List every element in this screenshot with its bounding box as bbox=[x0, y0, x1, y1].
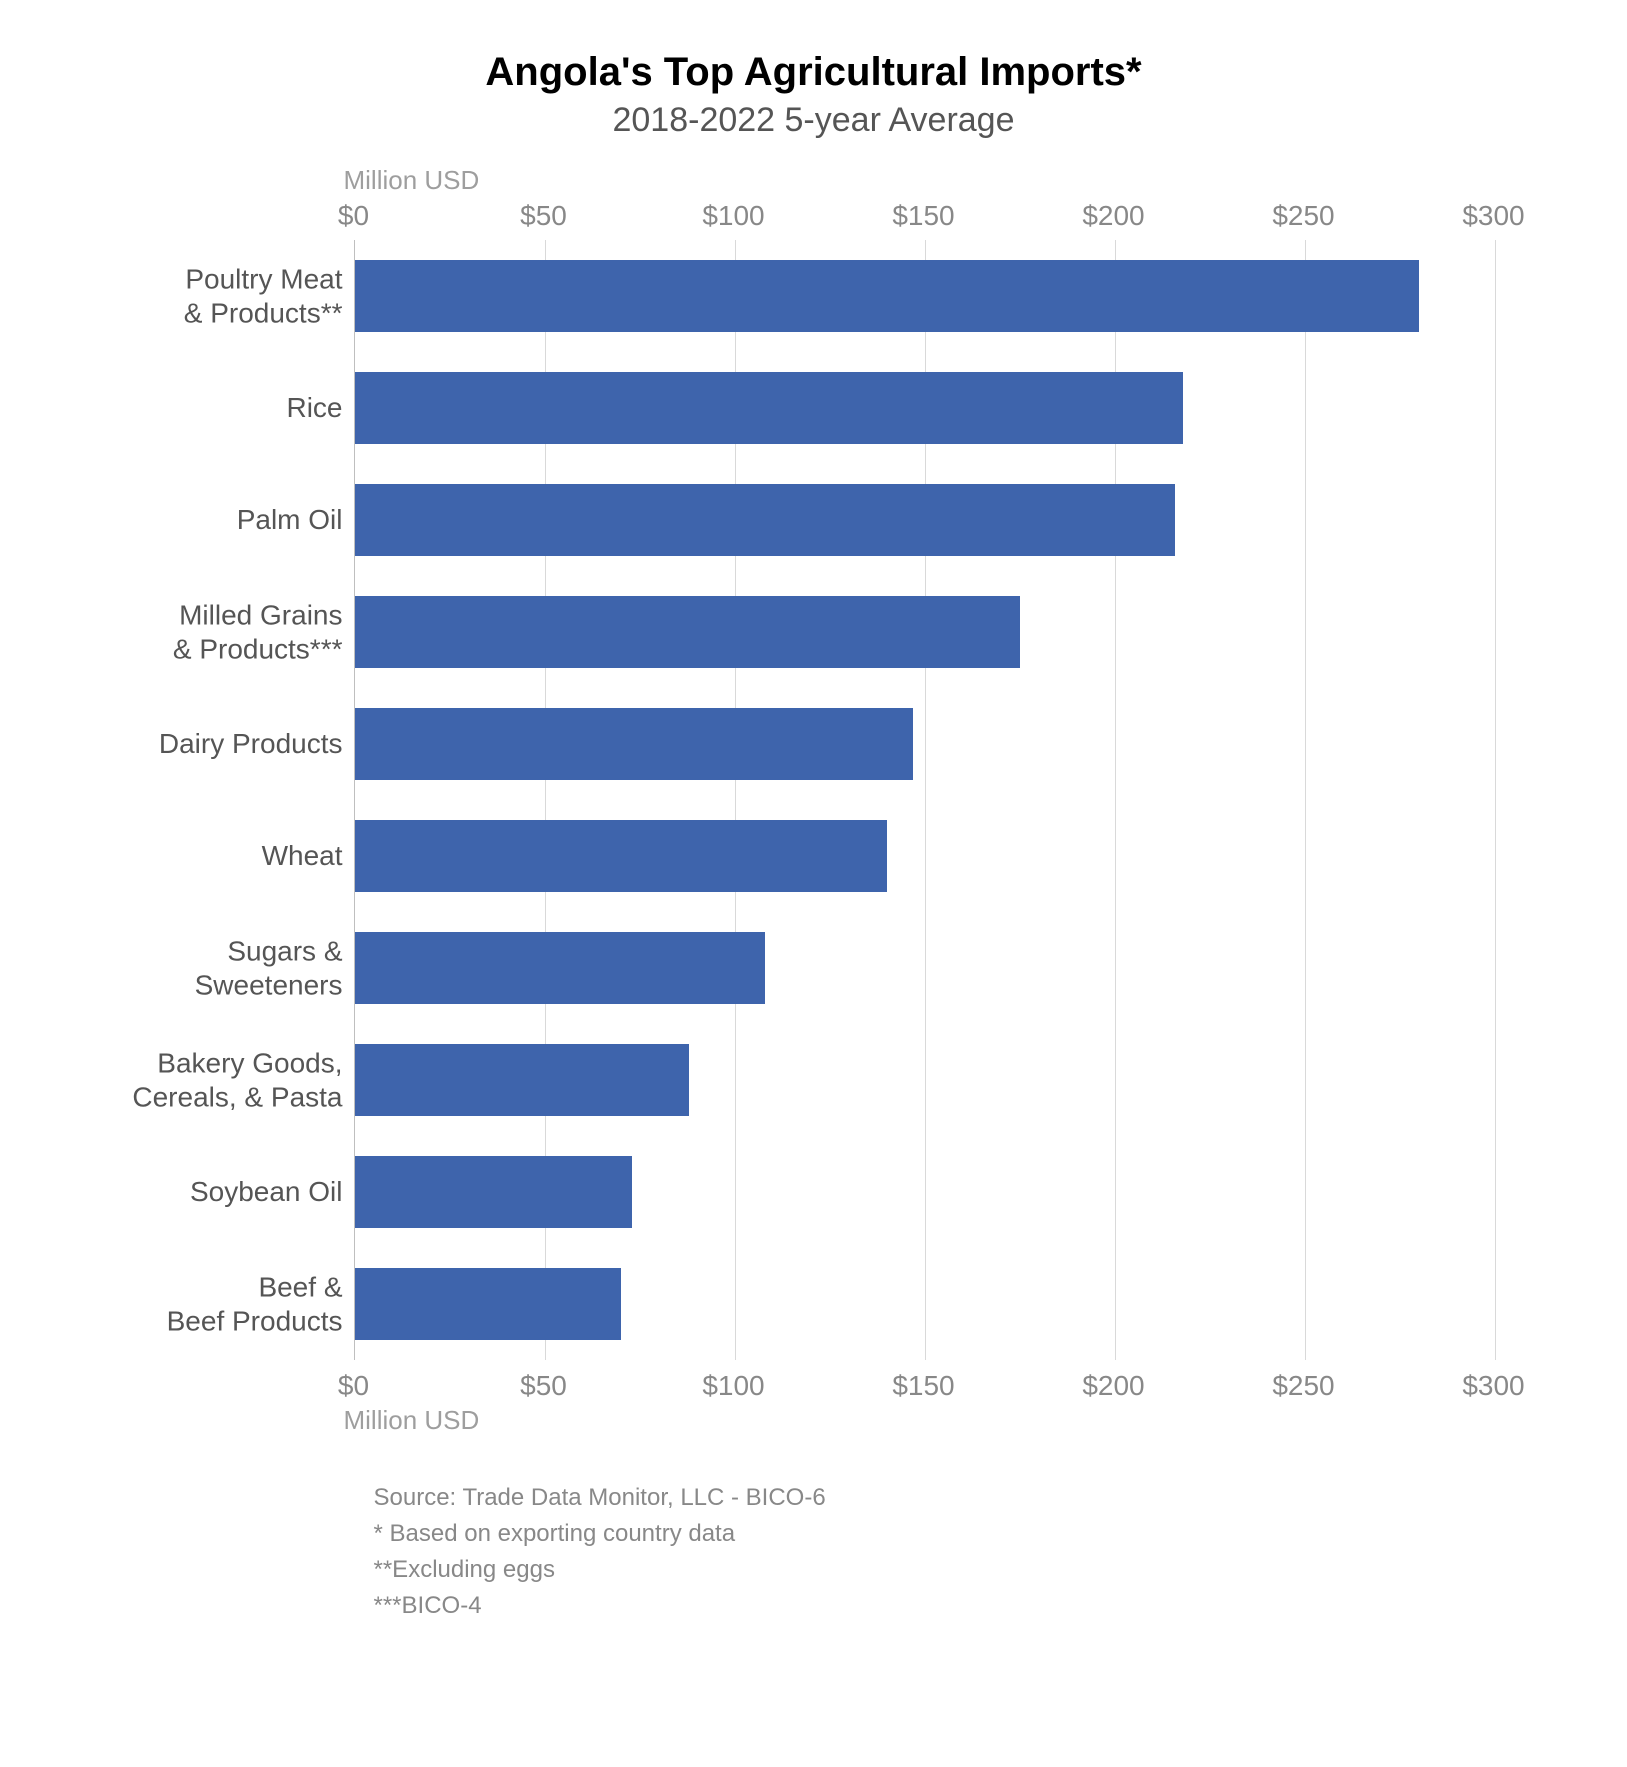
x-tick-top: $250 bbox=[1264, 200, 1344, 232]
x-tick-top: $100 bbox=[694, 200, 774, 232]
bar bbox=[355, 372, 1183, 444]
category-label: Beef & Beef Products bbox=[35, 1270, 355, 1337]
bar bbox=[355, 708, 914, 780]
category-label: Poultry Meat & Products** bbox=[35, 262, 355, 329]
bar-row: Wheat bbox=[355, 820, 1494, 892]
chart-subtitle: 2018-2022 5-year Average bbox=[0, 101, 1627, 140]
x-tick-top: $0 bbox=[314, 200, 394, 232]
bar bbox=[355, 1268, 621, 1340]
axis-unit-bottom: Million USD bbox=[344, 1405, 480, 1436]
x-tick-bottom: $300 bbox=[1454, 1370, 1534, 1402]
footnote-line: Source: Trade Data Monitor, LLC - BICO-6 bbox=[374, 1480, 826, 1516]
x-tick-bottom: $200 bbox=[1074, 1370, 1154, 1402]
bar-chart: Million USD Million USD Poultry Meat & P… bbox=[14, 180, 1614, 1470]
x-tick-bottom: $100 bbox=[694, 1370, 774, 1402]
category-label: Palm Oil bbox=[35, 503, 355, 537]
category-label: Soybean Oil bbox=[35, 1175, 355, 1209]
bar-row: Soybean Oil bbox=[355, 1156, 1494, 1228]
category-label: Dairy Products bbox=[35, 727, 355, 761]
bar bbox=[355, 260, 1419, 332]
x-tick-bottom: $250 bbox=[1264, 1370, 1344, 1402]
bar bbox=[355, 1156, 632, 1228]
x-tick-top: $300 bbox=[1454, 200, 1534, 232]
category-label: Bakery Goods, Cereals, & Pasta bbox=[35, 1046, 355, 1113]
footnote-line: * Based on exporting country data bbox=[374, 1516, 826, 1552]
category-label: Milled Grains & Products*** bbox=[35, 598, 355, 665]
category-label: Rice bbox=[35, 391, 355, 425]
bar bbox=[355, 484, 1176, 556]
bar-row: Rice bbox=[355, 372, 1494, 444]
x-tick-top: $200 bbox=[1074, 200, 1154, 232]
bar-row: Poultry Meat & Products** bbox=[355, 260, 1494, 332]
bar-row: Sugars & Sweeteners bbox=[355, 932, 1494, 1004]
axis-unit-top: Million USD bbox=[344, 165, 480, 196]
category-label: Sugars & Sweeteners bbox=[35, 934, 355, 1001]
chart-title: Angola's Top Agricultural Imports* bbox=[0, 50, 1627, 95]
x-tick-bottom: $50 bbox=[504, 1370, 584, 1402]
x-tick-top: $150 bbox=[884, 200, 964, 232]
bar bbox=[355, 820, 887, 892]
footnote-line: **Excluding eggs bbox=[374, 1552, 826, 1588]
category-label: Wheat bbox=[35, 839, 355, 873]
bar-row: Milled Grains & Products*** bbox=[355, 596, 1494, 668]
x-tick-bottom: $150 bbox=[884, 1370, 964, 1402]
bar-row: Dairy Products bbox=[355, 708, 1494, 780]
page: Angola's Top Agricultural Imports* 2018-… bbox=[0, 0, 1627, 1767]
footnote-line: ***BICO-4 bbox=[374, 1588, 826, 1624]
bar-row: Bakery Goods, Cereals, & Pasta bbox=[355, 1044, 1494, 1116]
bar bbox=[355, 596, 1020, 668]
bar-row: Beef & Beef Products bbox=[355, 1268, 1494, 1340]
grid-line bbox=[1495, 240, 1496, 1360]
bar bbox=[355, 1044, 689, 1116]
footnotes: Source: Trade Data Monitor, LLC - BICO-6… bbox=[374, 1480, 826, 1624]
plot-area: Poultry Meat & Products** Rice Palm Oil Mil… bbox=[354, 240, 1494, 1360]
x-tick-bottom: $0 bbox=[314, 1370, 394, 1402]
title-block: Angola's Top Agricultural Imports* 2018-… bbox=[0, 50, 1627, 140]
bar bbox=[355, 932, 765, 1004]
x-tick-top: $50 bbox=[504, 200, 584, 232]
bar-row: Palm Oil bbox=[355, 484, 1494, 556]
